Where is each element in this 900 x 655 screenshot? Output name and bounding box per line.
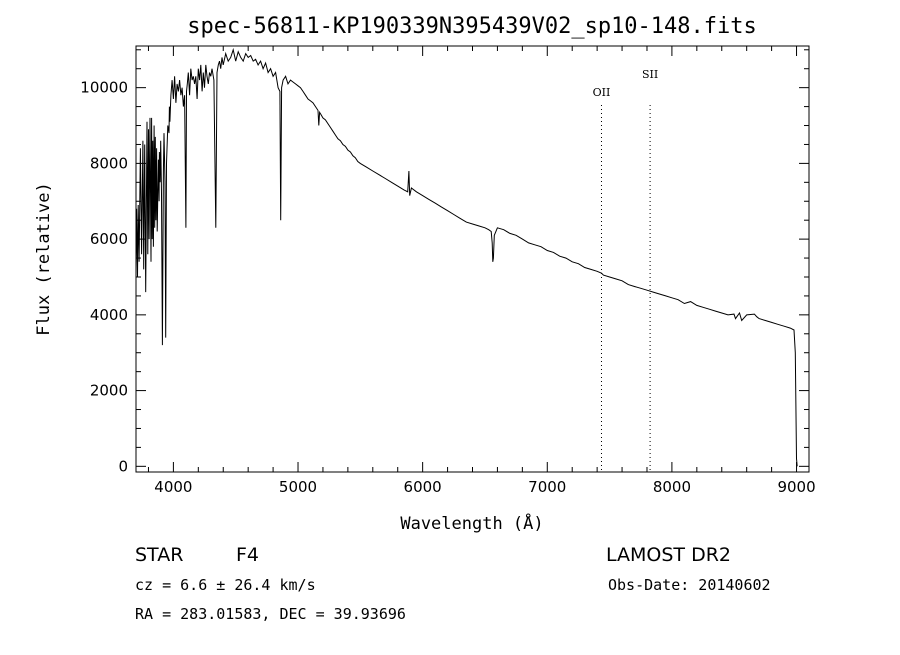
y-axis-label: Flux (relative): [34, 182, 54, 336]
y-tick-label: 6000: [90, 230, 128, 248]
x-tick-label: 4000: [154, 478, 192, 496]
x-tick-label: 7000: [528, 478, 566, 496]
x-tick-label: 5000: [279, 478, 317, 496]
survey-name: LAMOST DR2: [606, 544, 731, 566]
object-subclass: F4: [236, 544, 259, 566]
x-tick-label: 8000: [653, 478, 691, 496]
y-tick-label: 8000: [90, 154, 128, 172]
line-marker-label: OII: [593, 86, 611, 99]
plot-frame: [135, 45, 810, 473]
coordinates: RA = 283.01583, DEC = 39.93696: [135, 605, 406, 623]
x-tick-label: 6000: [404, 478, 442, 496]
y-tick-label: 0: [118, 457, 128, 475]
line-marker-label: SII: [642, 68, 658, 81]
y-tick-label: 4000: [90, 306, 128, 324]
redshift-text: cz = 6.6 ± 26.4 km/s: [135, 576, 316, 594]
object-class: STAR: [135, 544, 183, 566]
y-tick-label: 10000: [80, 79, 128, 97]
x-tick-label: 9000: [777, 478, 815, 496]
x-axis-label: Wavelength (Å): [400, 512, 543, 534]
spectrum-line: [135, 47, 798, 467]
obs-date: Obs-Date: 20140602: [608, 576, 771, 594]
chart-title: spec-56811-KP190339N395439V02_sp10-148.f…: [187, 14, 757, 39]
y-tick-label: 2000: [90, 382, 128, 400]
